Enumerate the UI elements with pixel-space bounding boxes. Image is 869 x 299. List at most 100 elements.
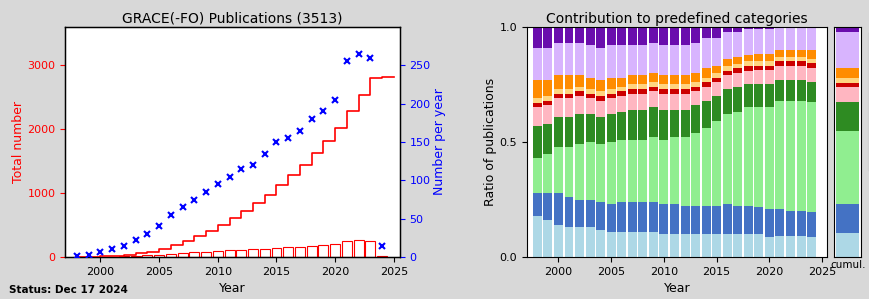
Bar xyxy=(796,27,805,50)
Bar xyxy=(764,209,773,237)
Bar xyxy=(574,227,583,257)
Bar xyxy=(585,94,594,98)
Bar xyxy=(543,27,552,48)
Bar xyxy=(543,96,552,100)
Bar xyxy=(617,77,626,87)
Bar xyxy=(743,61,752,66)
Bar xyxy=(648,82,657,87)
Bar xyxy=(342,241,351,257)
Bar xyxy=(564,147,573,197)
Bar xyxy=(722,27,731,31)
Bar xyxy=(722,66,731,71)
Bar xyxy=(574,96,583,115)
Bar xyxy=(554,225,562,257)
Bar xyxy=(638,45,647,75)
Bar xyxy=(627,110,636,140)
Bar xyxy=(554,27,562,43)
Bar xyxy=(564,27,573,43)
Bar xyxy=(700,82,710,87)
Bar xyxy=(574,75,583,87)
Bar xyxy=(201,252,211,257)
Bar xyxy=(585,142,594,200)
Bar xyxy=(554,117,562,147)
Bar xyxy=(835,27,859,32)
Bar xyxy=(638,27,647,45)
Bar xyxy=(638,84,647,89)
Bar xyxy=(722,234,731,257)
Bar xyxy=(753,207,762,234)
Bar xyxy=(753,70,762,84)
Bar xyxy=(543,220,552,257)
Bar xyxy=(712,27,720,38)
Bar xyxy=(617,112,626,140)
Bar xyxy=(722,59,731,66)
Bar xyxy=(648,138,657,202)
Bar xyxy=(638,89,647,94)
Bar xyxy=(574,87,583,91)
Bar xyxy=(785,66,794,80)
Bar xyxy=(669,110,678,138)
Bar xyxy=(554,193,562,225)
Bar xyxy=(764,61,773,66)
Bar xyxy=(690,27,700,43)
Bar xyxy=(712,121,720,207)
Bar xyxy=(806,50,815,59)
Bar xyxy=(585,77,594,89)
Bar xyxy=(669,45,678,75)
Bar xyxy=(130,256,141,257)
Bar xyxy=(669,94,678,110)
Bar xyxy=(554,147,562,193)
Bar xyxy=(764,29,773,54)
Bar xyxy=(722,89,731,115)
Bar xyxy=(690,234,700,257)
Title: GRACE(-FO) Publications (3513): GRACE(-FO) Publications (3513) xyxy=(123,12,342,26)
Bar xyxy=(743,234,752,257)
Bar xyxy=(733,234,741,257)
Bar xyxy=(690,73,700,82)
Bar xyxy=(700,234,710,257)
Bar xyxy=(806,102,815,212)
Bar xyxy=(835,78,859,83)
Bar xyxy=(733,64,741,68)
Bar xyxy=(648,107,657,138)
Bar xyxy=(712,96,720,121)
Bar xyxy=(533,216,541,257)
Bar xyxy=(722,75,731,89)
Bar xyxy=(743,54,752,61)
Bar xyxy=(774,100,784,209)
Bar xyxy=(648,43,657,73)
Bar xyxy=(796,50,805,57)
Bar xyxy=(659,140,667,204)
Bar xyxy=(753,27,762,29)
Bar xyxy=(564,43,573,75)
Bar xyxy=(659,45,667,75)
Bar xyxy=(785,57,794,61)
Bar xyxy=(543,48,552,80)
Text: Status: Dec 17 2024: Status: Dec 17 2024 xyxy=(9,285,128,295)
Bar xyxy=(700,38,710,68)
Bar xyxy=(283,247,293,257)
Y-axis label: Total number: Total number xyxy=(11,101,24,183)
Bar xyxy=(774,61,784,66)
Bar xyxy=(690,91,700,105)
Bar xyxy=(785,50,794,57)
Bar xyxy=(595,117,605,144)
Bar xyxy=(154,254,164,257)
Bar xyxy=(543,105,552,123)
Bar xyxy=(659,27,667,45)
Bar xyxy=(318,245,328,257)
Bar xyxy=(753,54,762,61)
Bar xyxy=(659,84,667,89)
Bar xyxy=(166,254,176,257)
Bar xyxy=(617,202,626,232)
Bar xyxy=(177,253,188,257)
Bar xyxy=(669,84,678,89)
Bar xyxy=(743,71,752,84)
Bar xyxy=(785,100,794,211)
Bar xyxy=(774,50,784,57)
Bar xyxy=(606,142,615,204)
Bar xyxy=(774,57,784,61)
Bar xyxy=(743,27,752,29)
Bar xyxy=(743,207,752,234)
Bar xyxy=(680,89,689,94)
